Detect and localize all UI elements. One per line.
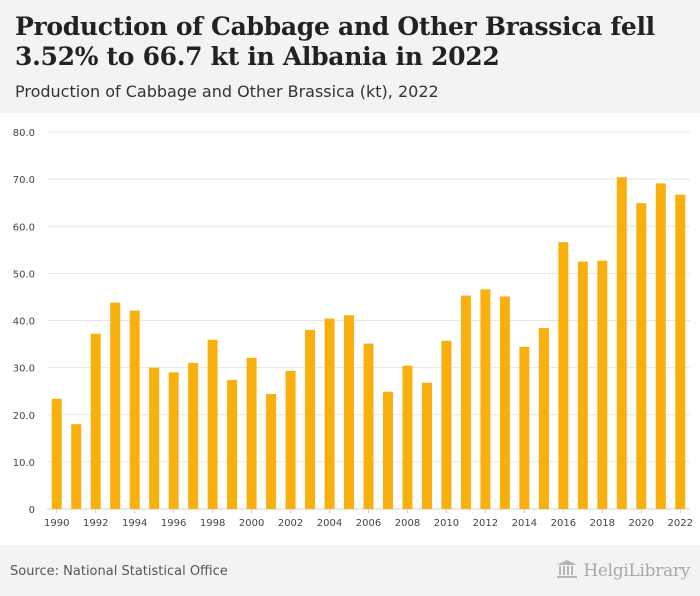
header-band: Production of Cabbage and Other Brassica…	[0, 0, 700, 113]
x-tick-label: 2000	[239, 518, 264, 529]
bar-2005[interactable]	[344, 315, 355, 509]
x-tick-label: 2020	[629, 518, 654, 529]
bar-2022[interactable]	[675, 194, 686, 509]
bar-2018[interactable]	[597, 260, 608, 509]
x-tick-label: 2008	[395, 518, 420, 529]
x-tick-label: 2016	[551, 518, 576, 529]
x-tick-label: 1990	[44, 518, 69, 529]
bar-2016[interactable]	[558, 242, 569, 509]
y-tick-label: 20.0	[13, 411, 35, 422]
bar-2007[interactable]	[382, 391, 393, 509]
bar-2021[interactable]	[655, 183, 666, 509]
y-tick-label: 60.0	[13, 222, 35, 233]
chart-subtitle: Production of Cabbage and Other Brassica…	[15, 82, 439, 101]
bar-1990[interactable]	[51, 398, 62, 509]
bar-1999[interactable]	[227, 379, 238, 509]
y-tick-label: 0	[29, 505, 35, 516]
bar-chart: 010.020.030.040.050.060.070.080.0 1990 19…	[13, 128, 693, 529]
bar-2013[interactable]	[499, 296, 510, 509]
bar-1993[interactable]	[110, 302, 121, 509]
x-tick-label: 1996	[161, 518, 186, 529]
bar-2019[interactable]	[616, 177, 627, 509]
bar-2011[interactable]	[460, 295, 471, 509]
bar-2009[interactable]	[421, 382, 432, 509]
bar-1998[interactable]	[207, 339, 218, 509]
x-tick-label: 1994	[122, 518, 147, 529]
x-tick-label: 2002	[278, 518, 303, 529]
y-tick-label: 80.0	[13, 128, 35, 139]
bar-2003[interactable]	[305, 329, 316, 509]
source-note: Source: National Statistical Office	[10, 564, 228, 579]
x-tick-label: 2010	[434, 518, 459, 529]
bar-2004[interactable]	[324, 318, 335, 509]
library-building-icon	[556, 559, 578, 583]
brand-name: HelgiLibrary	[583, 561, 690, 581]
y-tick-label: 40.0	[13, 317, 35, 328]
bar-1995[interactable]	[149, 367, 160, 509]
chart-title: Production of Cabbage and Other Brassica…	[15, 12, 655, 71]
x-tick-label: 2006	[356, 518, 381, 529]
bar-2020[interactable]	[636, 203, 647, 509]
bar-2017[interactable]	[577, 261, 588, 509]
y-tick-label: 10.0	[13, 458, 35, 469]
y-tick-label: 50.0	[13, 269, 35, 280]
bar-1994[interactable]	[129, 310, 140, 509]
x-axis-ticks: 1990 1992 1994 1996 1998 2000 2002 2004 2006 2008…	[44, 509, 693, 529]
bar-2010[interactable]	[441, 340, 452, 509]
y-tick-label: 30.0	[13, 364, 35, 375]
bar-1991[interactable]	[71, 424, 82, 509]
bar-2014[interactable]	[519, 346, 530, 509]
y-tick-label: 70.0	[13, 175, 35, 186]
bars	[51, 177, 686, 509]
bar-2008[interactable]	[402, 365, 413, 509]
x-tick-label: 2004	[317, 518, 342, 529]
chart-area: 0 10.0 20.0 30.0 40.0 50.0 60.0 70.0 80.0 1990 19…	[0, 113, 700, 543]
footer-band: Source: National Statistical Office Helg…	[0, 545, 700, 596]
bar-2012[interactable]	[480, 289, 491, 509]
x-tick-label: 1998	[200, 518, 225, 529]
bar-1997[interactable]	[188, 362, 199, 509]
x-tick-label: 2012	[473, 518, 498, 529]
x-tick-label: 1992	[83, 518, 108, 529]
y-axis-ticks: 0 10.0 20.0 30.0 40.0 50.0 60.0 70.0 80.0	[13, 128, 35, 516]
bar-2006[interactable]	[363, 343, 374, 509]
x-tick-label: 2022	[668, 518, 693, 529]
bar-1996[interactable]	[168, 372, 179, 509]
bar-2002[interactable]	[285, 370, 296, 509]
x-tick-label: 2014	[512, 518, 537, 529]
bar-1992[interactable]	[90, 333, 101, 509]
x-tick-label: 2018	[590, 518, 615, 529]
bar-2000[interactable]	[246, 357, 257, 509]
brand-logo[interactable]: HelgiLibrary	[556, 559, 690, 583]
bar-2001[interactable]	[266, 394, 277, 509]
bar-2015[interactable]	[538, 328, 549, 509]
